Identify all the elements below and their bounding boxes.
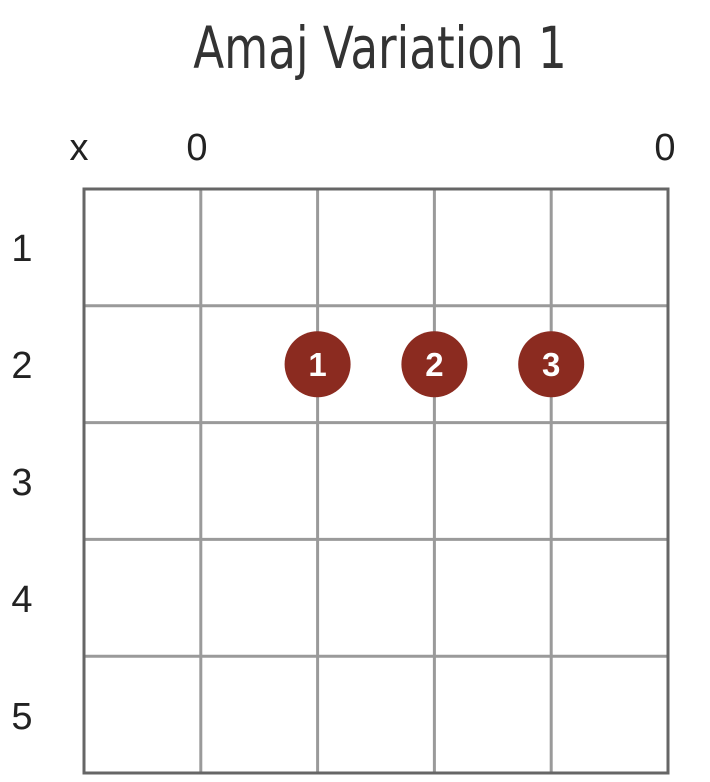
fret-label-2: 2 xyxy=(11,345,32,387)
finger-number: 1 xyxy=(308,346,326,383)
finger-dot-circle xyxy=(284,331,351,398)
fret-label-5: 5 xyxy=(11,696,32,738)
finger-number: 2 xyxy=(425,346,443,383)
finger-dot-1: 1 xyxy=(284,331,351,398)
chord-title: Amaj Variation 1 xyxy=(193,14,567,82)
fretboard-grid xyxy=(82,187,670,775)
string-markers: x 0 0 xyxy=(70,127,676,169)
finger-dots: 1 2 3 xyxy=(284,331,585,398)
finger-dot-circle xyxy=(401,331,468,398)
finger-dot-3: 3 xyxy=(518,331,585,398)
fretboard-border xyxy=(82,187,670,775)
fret-label-4: 4 xyxy=(11,579,32,621)
fret-label-3: 3 xyxy=(11,462,32,504)
finger-dot-circle xyxy=(518,331,585,398)
finger-number: 3 xyxy=(542,346,560,383)
fret-labels: 1 2 3 4 5 xyxy=(11,228,32,738)
finger-dot-2: 2 xyxy=(401,331,468,398)
string-marker-2: 0 xyxy=(186,127,207,169)
string-marker-1: x xyxy=(70,127,89,169)
string-marker-6: 0 xyxy=(654,127,675,169)
fret-label-1: 1 xyxy=(11,228,32,270)
